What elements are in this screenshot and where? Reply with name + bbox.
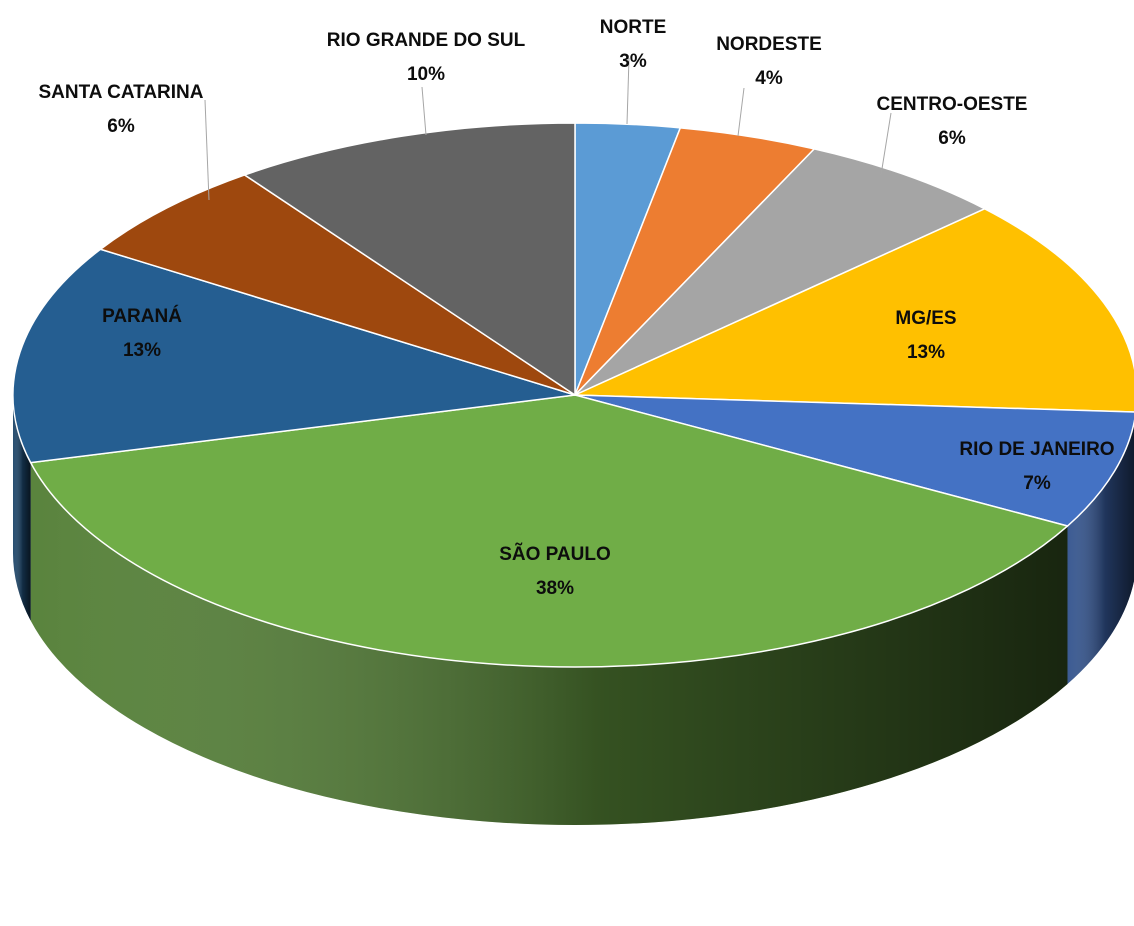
slice-santa-catarina[interactable]: [99, 174, 576, 396]
slice-value-rio-grande-do-sul: 10%: [407, 64, 445, 85]
slice-side-shade-rio-de-janeiro: [1067, 422, 1134, 685]
slice-rio-grande-do-sul[interactable]: [243, 122, 576, 396]
slice-label-rio-grande-do-sul: RIO GRANDE DO SUL: [327, 30, 526, 51]
slice-labels: NORTE 3% NORDESTE 4% CENTRO-OESTE 6% MG/ES 13% R…: [39, 17, 1115, 599]
slice-label-centro-oeste: CENTRO-OESTE: [877, 94, 1028, 115]
slice-side-shade-sao-paulo: [30, 462, 1068, 826]
slice-rio-de-janeiro[interactable]: [574, 394, 1134, 527]
slice-value-centro-oeste: 6%: [938, 128, 966, 149]
slice-value-parana: 13%: [123, 340, 161, 361]
slice-label-norte: NORTE: [600, 17, 667, 38]
slice-value-santa-catarina: 6%: [107, 116, 135, 137]
slice-value-rio-de-janeiro: 7%: [1023, 473, 1051, 494]
slice-side-shade-parana: [13, 395, 31, 621]
slice-label-mg-es: MG/ES: [895, 308, 956, 329]
slice-value-nordeste: 4%: [755, 68, 783, 89]
slice-value-norte: 3%: [619, 51, 647, 72]
leader-line-rio-grande-do-sul: [421, 86, 427, 136]
slice-value-sao-paulo: 38%: [536, 578, 574, 599]
slice-mg-es[interactable]: [574, 208, 1134, 413]
leader-line-nordeste: [737, 87, 745, 137]
leader-lines: [204, 57, 892, 201]
slice-parana[interactable]: [12, 248, 576, 464]
slice-label-rio-de-janeiro: RIO DE JANEIRO: [959, 439, 1114, 460]
pie-slices: [12, 122, 1134, 668]
slice-centro-oeste[interactable]: [574, 148, 986, 396]
slice-value-mg-es: 13%: [907, 342, 945, 363]
slice-label-santa-catarina: SANTA CATARINA: [39, 82, 204, 103]
slice-label-sao-paulo: SÃO PAULO: [499, 543, 611, 565]
leader-line-centro-oeste: [880, 112, 892, 176]
pie-sides: [13, 395, 1134, 826]
slice-label-nordeste: NORDESTE: [716, 34, 822, 55]
leader-line-norte: [626, 57, 630, 125]
leader-line-santa-catarina: [204, 99, 210, 201]
slice-label-parana: PARANÁ: [102, 305, 182, 327]
slice-sao-paulo[interactable]: [29, 394, 1069, 668]
